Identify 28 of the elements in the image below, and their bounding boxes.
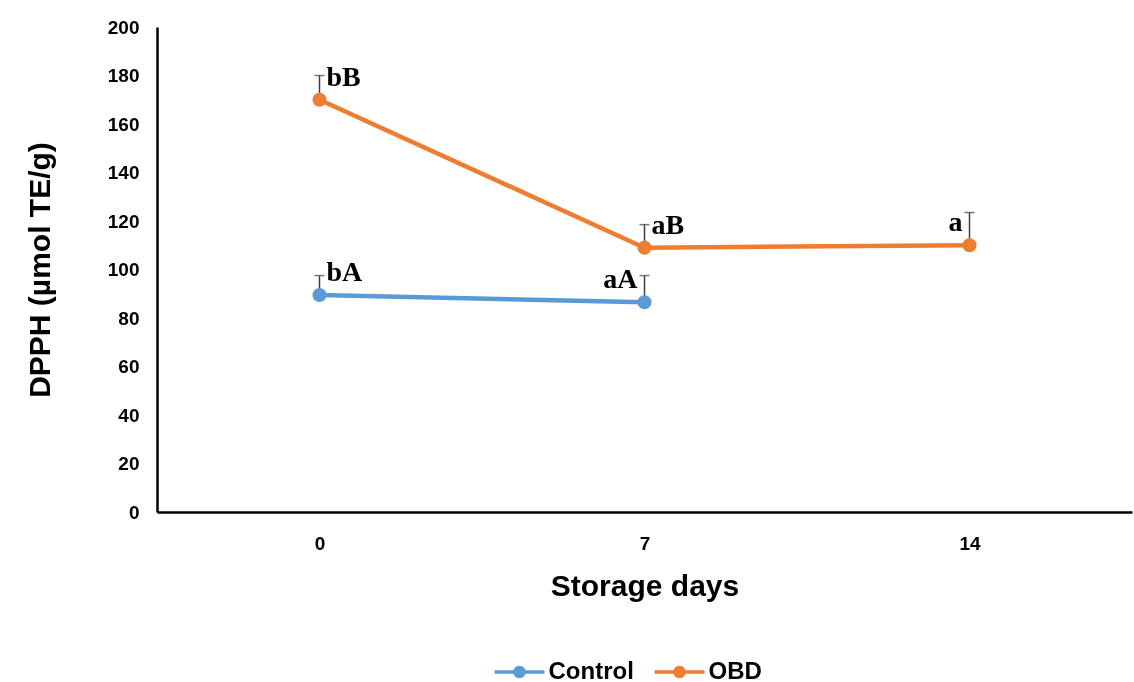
y-tick-label: 0 [128,501,140,523]
point [312,287,327,303]
legend-label: OBD [708,657,762,682]
y-tick-label: 20 [118,453,140,474]
x-tick-label: 0 [314,532,326,554]
y-tick-label: 140 [107,162,140,183]
annotation: bA [326,255,364,287]
annotation: aB [651,208,685,240]
y-tick-label: 100 [107,259,140,280]
y-tick-label: 180 [107,65,140,86]
annotation: a [948,206,963,238]
legend-label: Control [548,657,634,682]
y-tick-label: 200 [107,16,140,38]
x-axis-title: Storage days [550,568,740,602]
annotation: aA [603,263,639,295]
annotation: bB [326,60,361,92]
point [637,295,652,310]
point [962,238,977,253]
y-tick-label: 80 [118,307,140,329]
y-axis-title: DPPH (µmol TE/g) [22,142,56,398]
y-tick-label: 40 [118,404,140,426]
x-tick-label: 7 [639,532,651,554]
x-tick-label: 14 [959,532,981,554]
point [312,92,327,107]
y-tick-label: 120 [107,210,140,232]
y-tick-label: 160 [107,113,140,135]
y-tick-label: 60 [118,356,140,377]
point [637,240,652,255]
